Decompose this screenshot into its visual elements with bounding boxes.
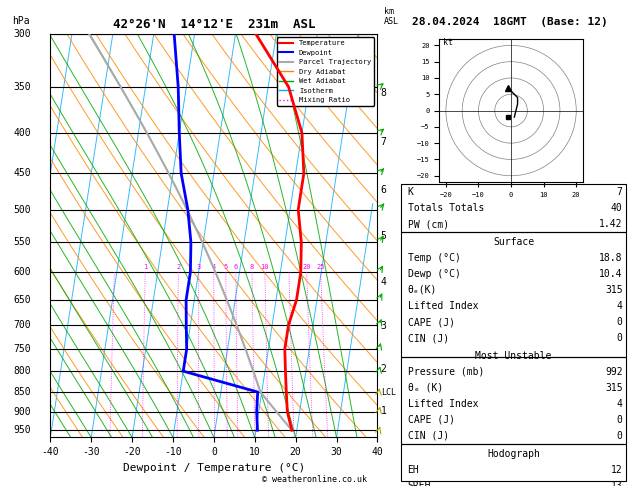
- Text: 3: 3: [381, 321, 387, 331]
- Text: 0: 0: [617, 415, 623, 425]
- Text: 1: 1: [143, 263, 147, 270]
- Bar: [401, 232, 626, 357]
- Text: 900: 900: [13, 407, 31, 417]
- Text: © weatheronline.co.uk: © weatheronline.co.uk: [262, 474, 367, 484]
- Text: 4: 4: [617, 399, 623, 409]
- Text: 5: 5: [381, 231, 387, 241]
- Text: 40: 40: [611, 203, 623, 213]
- Text: CIN (J): CIN (J): [408, 333, 448, 343]
- Text: 800: 800: [13, 366, 31, 376]
- Text: 12: 12: [611, 465, 623, 474]
- Text: 1.42: 1.42: [599, 219, 623, 229]
- Text: Temp (°C): Temp (°C): [408, 253, 460, 263]
- Text: CIN (J): CIN (J): [408, 431, 448, 441]
- Text: 8: 8: [250, 263, 254, 270]
- Text: Pressure (mb): Pressure (mb): [408, 367, 484, 377]
- Text: 7: 7: [381, 137, 387, 147]
- Text: Hodograph: Hodograph: [487, 449, 540, 458]
- Text: 5: 5: [224, 263, 228, 270]
- Text: 700: 700: [13, 320, 31, 330]
- Text: 6: 6: [381, 185, 387, 195]
- Bar: [401, 444, 626, 481]
- Text: 28.04.2024  18GMT  (Base: 12): 28.04.2024 18GMT (Base: 12): [412, 17, 608, 27]
- Text: 650: 650: [13, 295, 31, 305]
- Text: 3: 3: [197, 263, 201, 270]
- Text: 550: 550: [13, 237, 31, 247]
- Text: 500: 500: [13, 205, 31, 215]
- Text: K: K: [408, 187, 413, 197]
- Text: 4: 4: [212, 263, 216, 270]
- Text: 8: 8: [381, 88, 387, 98]
- Text: 2: 2: [176, 263, 181, 270]
- Text: 750: 750: [13, 344, 31, 354]
- Text: 0: 0: [617, 333, 623, 343]
- Text: 4: 4: [381, 277, 387, 287]
- Text: 13: 13: [611, 481, 623, 486]
- Text: 2: 2: [381, 364, 387, 374]
- Text: Lifted Index: Lifted Index: [408, 399, 478, 409]
- Text: LCL: LCL: [381, 387, 396, 397]
- Text: θₑ(K): θₑ(K): [408, 285, 437, 295]
- Text: PW (cm): PW (cm): [408, 219, 448, 229]
- Text: Lifted Index: Lifted Index: [408, 301, 478, 311]
- Title: 42°26'N  14°12'E  231m  ASL: 42°26'N 14°12'E 231m ASL: [113, 18, 315, 32]
- Text: 400: 400: [13, 128, 31, 138]
- Text: Totals Totals: Totals Totals: [408, 203, 484, 213]
- Text: 450: 450: [13, 168, 31, 178]
- Text: 20: 20: [303, 263, 311, 270]
- Text: 950: 950: [13, 425, 31, 435]
- Text: 1: 1: [381, 406, 387, 416]
- Text: 350: 350: [13, 82, 31, 92]
- Text: 992: 992: [605, 367, 623, 377]
- Text: CAPE (J): CAPE (J): [408, 317, 455, 327]
- Text: Dewp (°C): Dewp (°C): [408, 269, 460, 279]
- Text: SREH: SREH: [408, 481, 431, 486]
- Text: 315: 315: [605, 285, 623, 295]
- Text: 0: 0: [617, 317, 623, 327]
- Legend: Temperature, Dewpoint, Parcel Trajectory, Dry Adiabat, Wet Adiabat, Isotherm, Mi: Temperature, Dewpoint, Parcel Trajectory…: [277, 37, 374, 106]
- Text: Most Unstable: Most Unstable: [476, 351, 552, 361]
- Text: 315: 315: [605, 383, 623, 393]
- Text: 7: 7: [617, 187, 623, 197]
- X-axis label: Dewpoint / Temperature (°C): Dewpoint / Temperature (°C): [123, 463, 305, 473]
- Bar: [401, 357, 626, 444]
- Text: CAPE (J): CAPE (J): [408, 415, 455, 425]
- Text: 300: 300: [13, 29, 31, 39]
- Text: 10.4: 10.4: [599, 269, 623, 279]
- Text: θₑ (K): θₑ (K): [408, 383, 443, 393]
- Text: 6: 6: [234, 263, 238, 270]
- Text: km
ASL: km ASL: [384, 6, 399, 26]
- Text: hPa: hPa: [12, 16, 30, 26]
- Text: 850: 850: [13, 387, 31, 397]
- Text: kt: kt: [443, 38, 453, 48]
- Text: 25: 25: [316, 263, 325, 270]
- Text: EH: EH: [408, 465, 420, 474]
- Text: Surface: Surface: [493, 237, 534, 247]
- Text: 0: 0: [617, 431, 623, 441]
- Text: 18.8: 18.8: [599, 253, 623, 263]
- Text: 10: 10: [260, 263, 269, 270]
- Text: 600: 600: [13, 267, 31, 278]
- Bar: [401, 184, 626, 232]
- Text: 4: 4: [617, 301, 623, 311]
